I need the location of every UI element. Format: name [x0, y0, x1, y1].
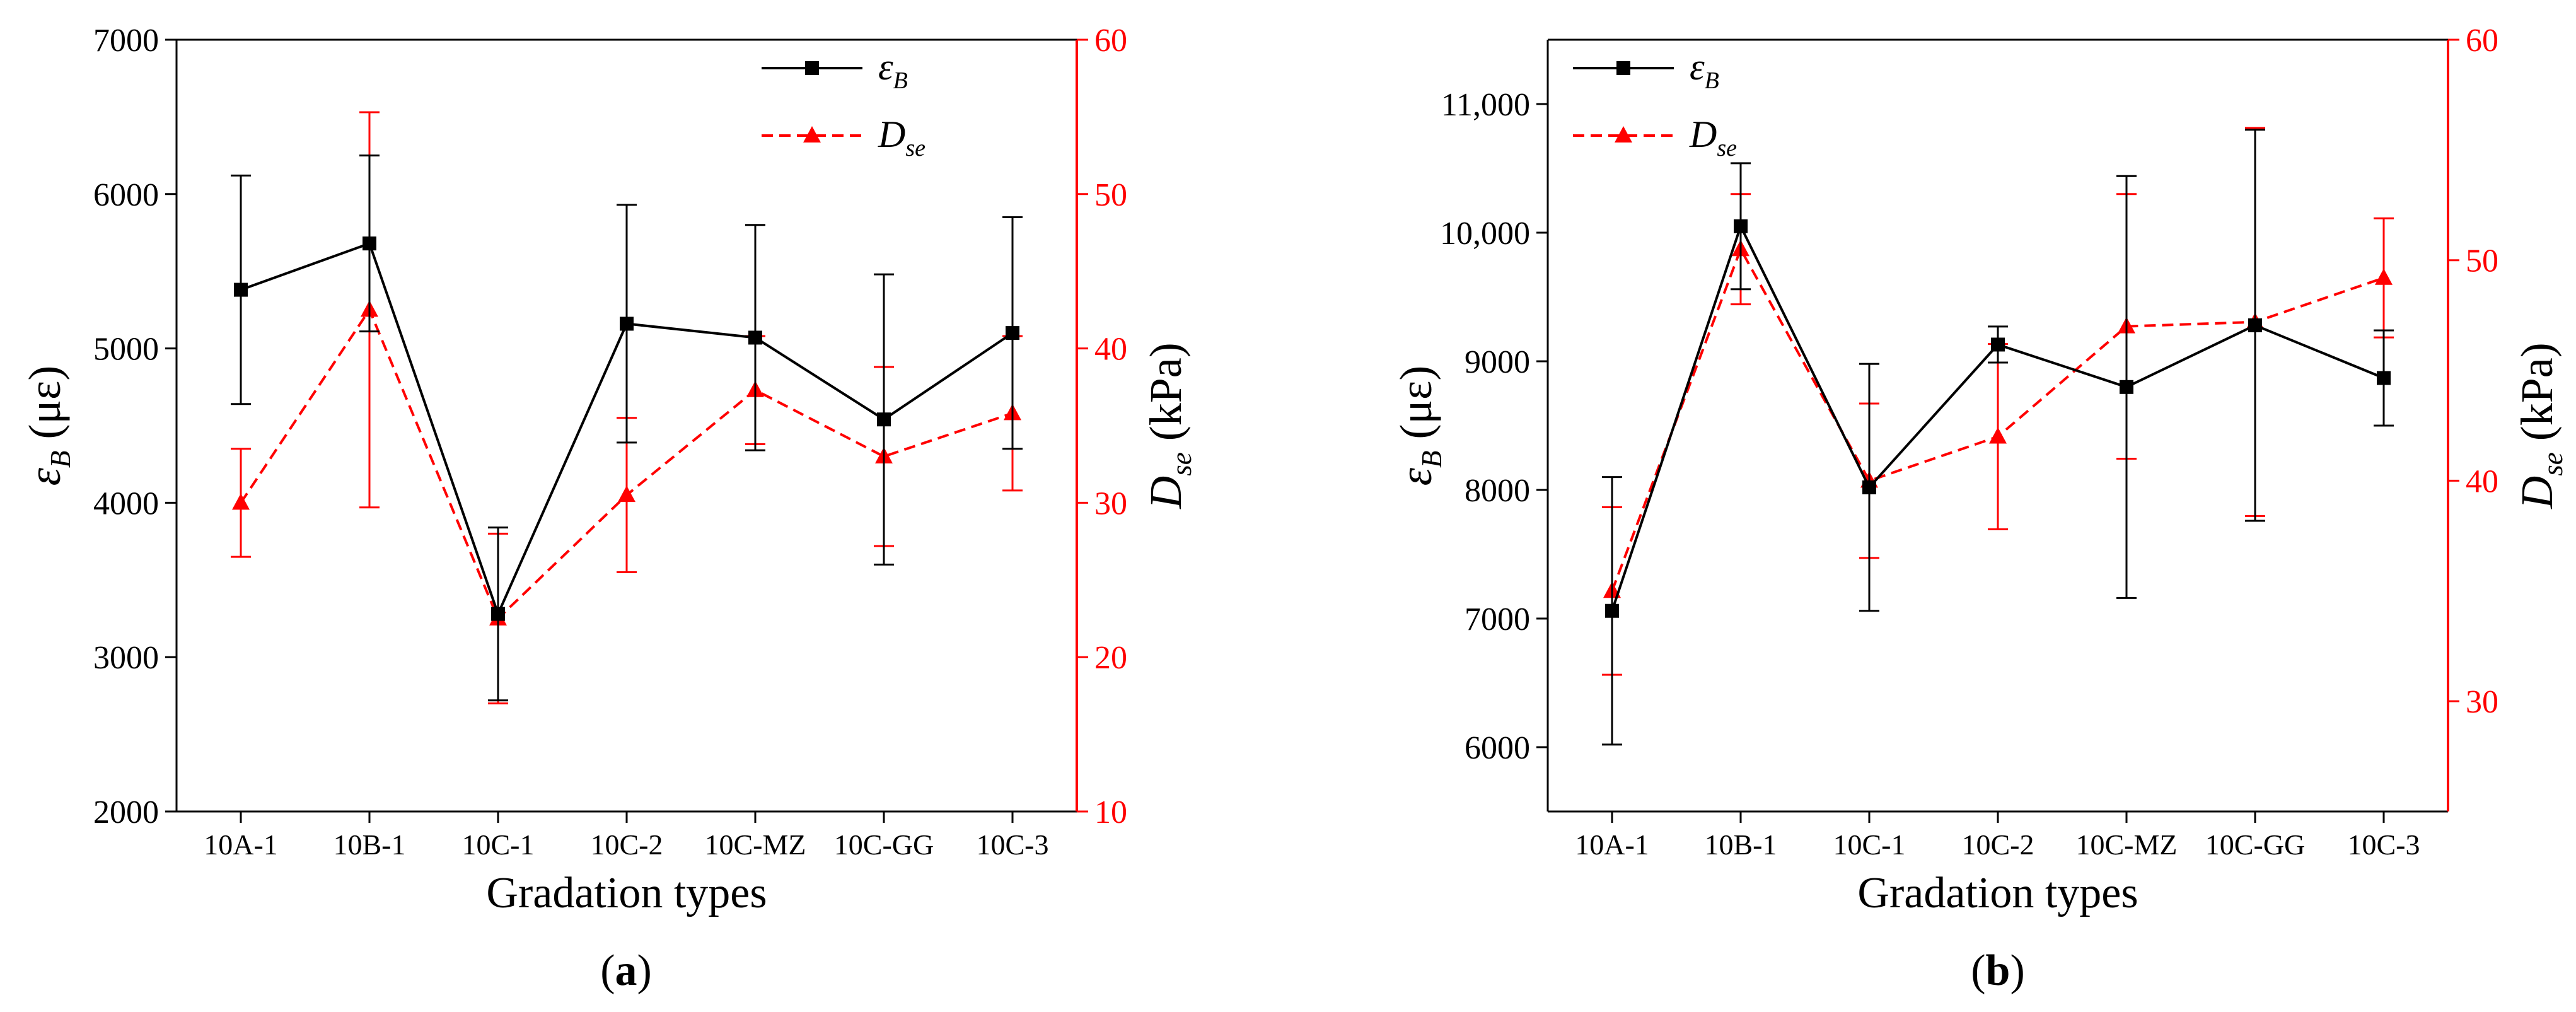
- dse-point-marker: [232, 493, 250, 510]
- chart-panel-b: 6000 7000 8000 9000 10,000 11,000 30 40 50 60 10A-…: [1391, 23, 2568, 995]
- right-tick-label: 30: [1094, 486, 1127, 521]
- panel-label: (a): [600, 946, 652, 995]
- eb-point-marker: [620, 317, 634, 331]
- x-tick-label: 10B-1: [1705, 829, 1777, 861]
- left-tick-label: 6000: [93, 177, 159, 213]
- legend-dse-label: Dse: [878, 113, 925, 161]
- eb-point-marker: [363, 236, 376, 251]
- x-tick-label: 10C-MZ: [705, 829, 806, 861]
- eb-point-marker: [2120, 380, 2133, 394]
- legend-dse-symbol: D: [878, 113, 905, 155]
- x-tick-label: 10C-3: [977, 829, 1049, 861]
- right-axis-title-unit: (kPa): [1140, 342, 1191, 452]
- x-axis-title: Gradation types: [486, 869, 767, 917]
- left-axis-title-unit: (με): [20, 366, 70, 451]
- right-tick-label: 60: [2466, 23, 2498, 59]
- right-tick-label: 50: [1094, 177, 1127, 213]
- left-axis-title: εB (με): [20, 366, 76, 486]
- right-tick-label: 10: [1094, 794, 1127, 830]
- eb-point-marker: [2248, 318, 2262, 332]
- eb-point-marker: [1734, 219, 1748, 233]
- eb-point-marker: [1605, 603, 1619, 618]
- left-axis-title-subscript: B: [45, 450, 76, 468]
- right-tick-label: 30: [2466, 684, 2498, 720]
- right-tick-label: 40: [1094, 332, 1127, 368]
- dse-point-marker: [1989, 427, 2007, 444]
- left-axis-title-unit: (με): [1391, 366, 1441, 451]
- x-tick-label: 10C-2: [591, 829, 663, 861]
- panel-label-letter: a: [615, 946, 637, 995]
- legend-eb-label: εB: [878, 46, 908, 94]
- eb-point-marker: [2377, 371, 2391, 385]
- panel-label-open: (: [600, 946, 615, 995]
- right-axis-title: Dse (kPa): [1140, 342, 1197, 509]
- right-axis-title: Dse (kPa): [2512, 342, 2568, 509]
- left-axis-title-symbol: ε: [1391, 467, 1441, 486]
- x-tick-label: 10C-2: [1962, 829, 2034, 861]
- legend-eb-subscript: B: [893, 67, 908, 94]
- panel-label-letter: b: [1986, 946, 2010, 995]
- left-tick-label: 6000: [1465, 730, 1530, 766]
- left-tick-label: 2000: [93, 794, 159, 830]
- legend-dse-subscript: se: [1717, 135, 1737, 161]
- panel-label-close: ): [2010, 946, 2024, 995]
- x-tick-label: 10A-1: [204, 829, 278, 861]
- dse-point-marker: [618, 486, 635, 503]
- left-tick-label: 3000: [93, 640, 159, 676]
- chart-panel-a: 2000 3000 4000 5000 6000 7000 10 20 30 40 50 60 10A-…: [20, 23, 1197, 995]
- right-tick-label: 50: [2466, 243, 2498, 279]
- panel-label-open: (: [1971, 946, 1985, 995]
- x-tick-label: 10C-MZ: [2076, 829, 2178, 861]
- eb-point-marker: [877, 412, 891, 427]
- right-tick-label: 60: [1094, 23, 1127, 59]
- right-axis-title-subscript: se: [1166, 452, 1197, 476]
- x-tick-label: 10A-1: [1575, 829, 1649, 861]
- x-tick-label: 10C-1: [1833, 829, 1906, 861]
- x-tick-label: 10C-GG: [834, 829, 934, 861]
- left-axis-title-symbol: ε: [20, 467, 70, 486]
- left-tick-label: 7000: [93, 23, 159, 59]
- left-tick-label: 9000: [1465, 344, 1530, 380]
- legend-eb-subscript: B: [1705, 67, 1719, 94]
- right-tick-label: 40: [2466, 463, 2498, 499]
- legend-dse-marker: [803, 126, 821, 142]
- legend-eb-symbol: ε: [878, 46, 893, 88]
- left-axis-title-subscript: B: [1416, 450, 1448, 468]
- x-tick-label: 10B-1: [334, 829, 406, 861]
- left-tick-label: 10,000: [1440, 216, 1530, 252]
- x-tick-label: 10C-GG: [2205, 829, 2305, 861]
- right-axis-title-symbol: D: [1140, 476, 1191, 509]
- dse-point-marker: [2375, 268, 2393, 285]
- right-axis-title-symbol: D: [2512, 476, 2562, 509]
- left-tick-label: 8000: [1465, 473, 1530, 509]
- legend-eb-label: εB: [1690, 46, 1719, 94]
- legend-dse-symbol: D: [1689, 113, 1717, 155]
- panel-label: (b): [1971, 946, 2025, 995]
- legend-dse-marker: [1615, 126, 1632, 142]
- left-tick-label: 5000: [93, 332, 159, 368]
- left-tick-label: 11,000: [1441, 87, 1530, 123]
- right-tick-label: 20: [1094, 640, 1127, 676]
- legend-eb-symbol: ε: [1690, 46, 1705, 88]
- x-axis-title: Gradation types: [1857, 869, 2138, 917]
- left-axis-title: εB (με): [1391, 366, 1448, 486]
- x-tick-label: 10C-1: [462, 829, 535, 861]
- eb-point-marker: [1862, 480, 1876, 494]
- eb-point-marker: [234, 282, 248, 297]
- legend-eb-marker: [805, 61, 819, 75]
- right-axis-title-unit: (kPa): [2512, 342, 2562, 452]
- right-axis-title-subscript: se: [2537, 452, 2568, 476]
- left-tick-label: 4000: [93, 486, 159, 521]
- eb-point-marker: [1006, 326, 1019, 340]
- legend-dse-label: Dse: [1689, 113, 1737, 161]
- eb-point-marker: [748, 330, 762, 345]
- legend-dse-subscript: se: [905, 135, 925, 161]
- eb-point-marker: [491, 607, 505, 621]
- eb-point-marker: [1991, 337, 2005, 352]
- panel-label-close: ): [637, 946, 652, 995]
- x-tick-label: 10C-3: [2348, 829, 2420, 861]
- left-tick-label: 7000: [1465, 602, 1530, 637]
- legend-eb-marker: [1616, 61, 1630, 75]
